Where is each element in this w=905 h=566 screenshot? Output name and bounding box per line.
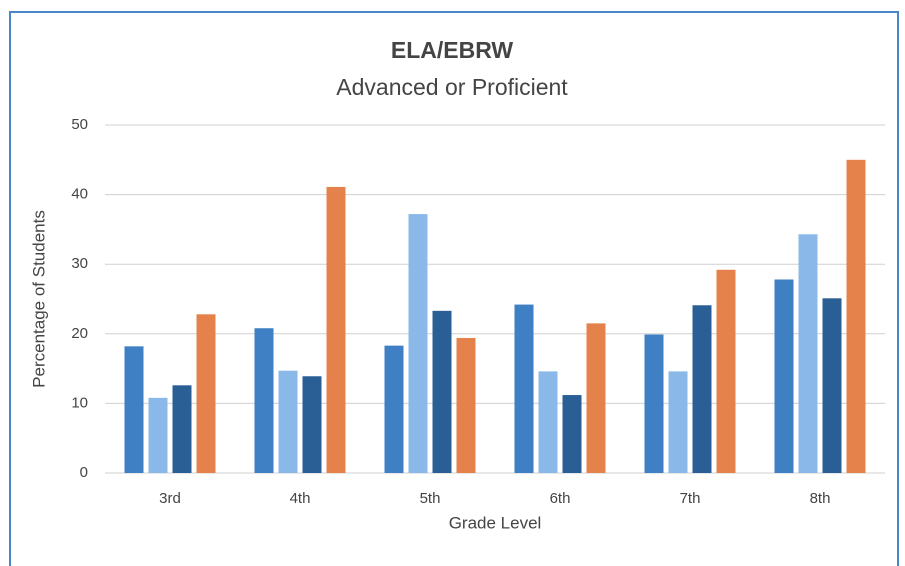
bar: [514, 304, 534, 473]
y-tick-label: 0: [80, 464, 88, 481]
x-tick-label: 6th: [550, 490, 571, 507]
y-tick-label: 30: [71, 255, 88, 272]
y-tick-label: 40: [71, 186, 88, 203]
bar: [846, 159, 866, 474]
bar: [254, 328, 274, 473]
bar: [456, 337, 476, 473]
bar: [538, 371, 558, 473]
chart-title: ELA/EBRW: [391, 37, 514, 63]
bar: [716, 269, 736, 473]
bar: [562, 395, 582, 473]
frame: [9, 11, 899, 566]
bar: [384, 345, 404, 473]
y-axis-label: Percentage of Students: [29, 210, 48, 388]
bar: [172, 385, 192, 473]
bar: [302, 376, 322, 473]
x-tick-label: 8th: [810, 490, 831, 507]
bar: [822, 298, 842, 473]
bar: [668, 371, 688, 473]
bar: [278, 370, 298, 473]
bar: [644, 334, 664, 473]
x-tick-label: 4th: [290, 490, 311, 507]
bar: [798, 234, 818, 473]
x-tick-label: 7th: [680, 490, 701, 507]
bar: [196, 314, 216, 473]
x-tick-label: 3rd: [159, 490, 181, 507]
bar: [326, 186, 346, 473]
y-tick-label: 10: [71, 394, 88, 411]
y-tick-label: 50: [71, 116, 88, 133]
x-axis-label: Grade Level: [449, 513, 542, 532]
bar: [586, 323, 606, 473]
bar: [408, 214, 428, 473]
y-tick-label: 20: [71, 325, 88, 342]
bar: [124, 346, 144, 473]
bar: [432, 310, 452, 473]
bar: [148, 397, 168, 473]
x-tick-label: 5th: [420, 490, 441, 507]
chart-subtitle: Advanced or Proficient: [336, 74, 568, 100]
bar: [774, 279, 794, 473]
bar: [692, 305, 712, 473]
